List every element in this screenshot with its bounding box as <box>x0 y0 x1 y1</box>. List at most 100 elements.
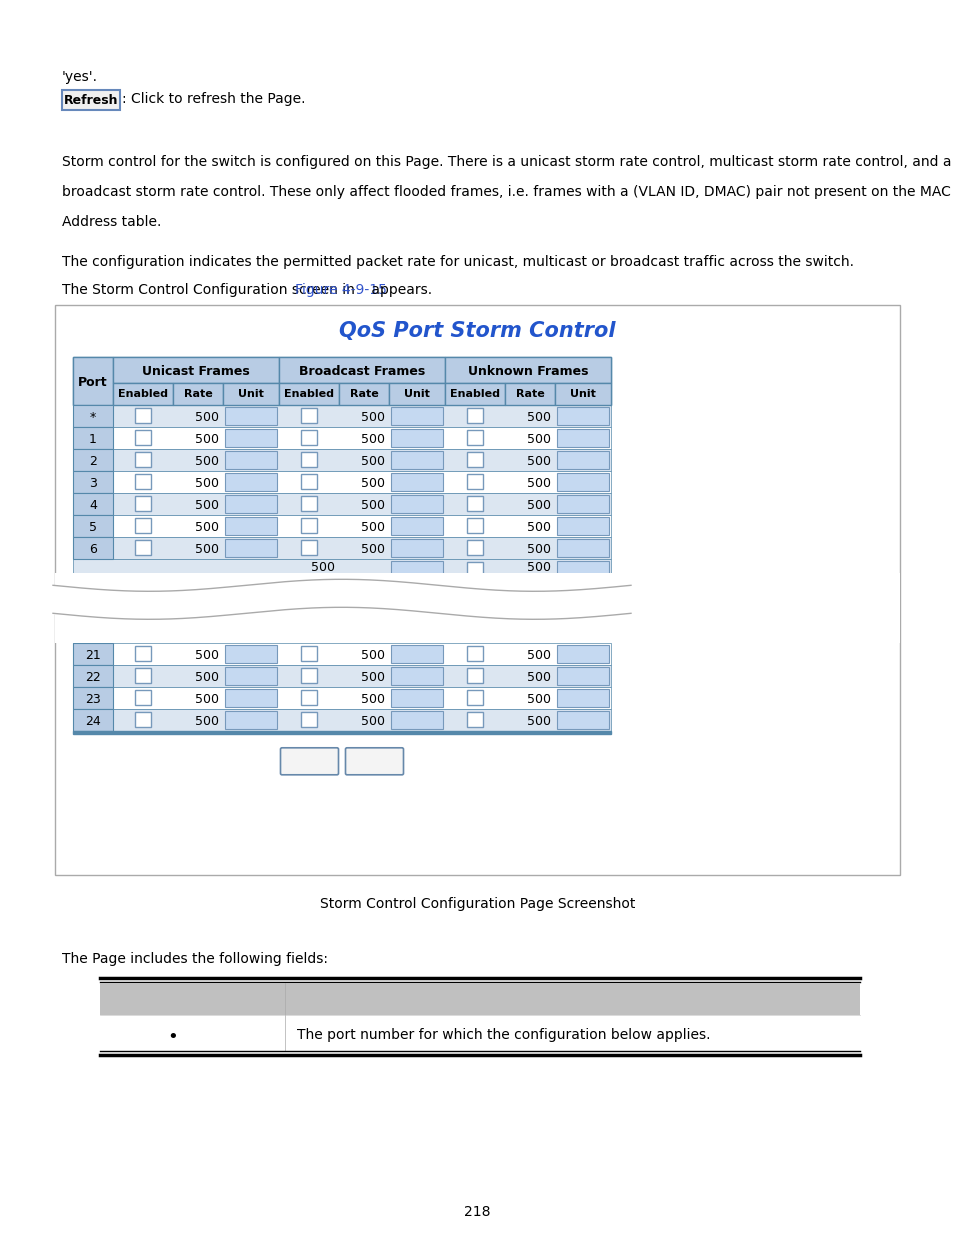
Text: The Page includes the following fields:: The Page includes the following fields: <box>62 952 328 966</box>
Text: kbps: kbps <box>229 499 253 509</box>
Text: v: v <box>435 522 440 531</box>
FancyBboxPatch shape <box>345 748 403 774</box>
Bar <box>278 357 444 383</box>
Text: 500: 500 <box>360 650 385 662</box>
Bar <box>467 668 482 683</box>
Bar <box>112 357 278 383</box>
Text: Rate: Rate <box>183 389 213 399</box>
Bar <box>467 713 482 727</box>
Text: kbps: kbps <box>560 543 585 553</box>
Bar <box>73 427 112 450</box>
Bar <box>135 690 151 705</box>
Text: kbps: kbps <box>395 521 419 531</box>
Text: 500: 500 <box>360 477 385 490</box>
Text: 500: 500 <box>360 411 385 424</box>
Bar <box>73 666 610 688</box>
Text: 500: 500 <box>526 715 551 729</box>
Bar <box>135 452 151 467</box>
Text: The configuration indicates the permitted packet rate for unicast, multicast or : The configuration indicates the permitte… <box>62 254 853 269</box>
Text: kbps: kbps <box>560 715 585 725</box>
Text: 'yes'.: 'yes'. <box>62 70 98 84</box>
Bar <box>135 713 151 727</box>
Bar <box>73 471 112 493</box>
Text: kbps: kbps <box>560 564 585 576</box>
Bar <box>135 540 151 555</box>
Bar <box>391 408 442 425</box>
Bar <box>391 495 442 513</box>
Text: v: v <box>600 433 606 443</box>
Text: Broadcast Frames: Broadcast Frames <box>298 366 425 378</box>
Bar <box>225 538 276 557</box>
Bar <box>278 383 338 405</box>
Bar <box>391 561 442 579</box>
Text: kbps: kbps <box>560 672 585 682</box>
Bar <box>389 383 444 405</box>
Text: Storm Control Configuration Page Screenshot: Storm Control Configuration Page Screens… <box>319 897 635 911</box>
Bar <box>73 688 112 709</box>
Bar <box>225 646 276 663</box>
Text: v: v <box>600 478 606 487</box>
Text: kbps: kbps <box>395 433 419 443</box>
Text: kbps: kbps <box>395 499 419 509</box>
Text: 500: 500 <box>194 454 219 468</box>
Bar <box>135 430 151 445</box>
Text: v: v <box>435 412 440 421</box>
Text: kbps: kbps <box>560 477 585 487</box>
Bar <box>301 646 316 661</box>
Bar <box>73 731 610 735</box>
Text: kbps: kbps <box>229 672 253 682</box>
Text: kbps: kbps <box>395 693 419 703</box>
Text: <All>: <All> <box>229 411 259 421</box>
Text: v: v <box>269 433 274 443</box>
Bar <box>301 496 316 511</box>
Text: Unit: Unit <box>404 389 430 399</box>
Text: v: v <box>600 543 606 553</box>
Text: 1: 1 <box>89 433 97 446</box>
Bar <box>557 667 608 685</box>
Text: 500: 500 <box>360 433 385 446</box>
Bar <box>73 493 610 515</box>
Bar <box>467 646 482 661</box>
Bar <box>73 471 610 493</box>
Text: v: v <box>600 694 606 703</box>
Text: kbps: kbps <box>395 650 419 659</box>
Text: <All>: <All> <box>395 411 425 421</box>
Bar <box>391 473 442 492</box>
Bar <box>557 517 608 535</box>
Bar <box>557 408 608 425</box>
Bar <box>444 383 504 405</box>
Text: kbps: kbps <box>560 499 585 509</box>
Text: v: v <box>269 478 274 487</box>
Bar <box>73 515 610 537</box>
Bar <box>73 666 112 688</box>
Bar <box>73 450 610 471</box>
Bar <box>391 689 442 708</box>
Bar <box>135 496 151 511</box>
Text: v: v <box>600 500 606 509</box>
Text: 500: 500 <box>526 543 551 556</box>
Text: v: v <box>435 433 440 443</box>
Text: kbps: kbps <box>229 521 253 531</box>
Bar <box>135 474 151 489</box>
Text: kbps: kbps <box>395 672 419 682</box>
Text: kbps: kbps <box>560 693 585 703</box>
Text: 500: 500 <box>194 411 219 424</box>
Text: v: v <box>435 694 440 703</box>
Text: Refresh: Refresh <box>64 94 118 107</box>
Text: Address table.: Address table. <box>62 215 161 228</box>
Text: Enabled: Enabled <box>284 389 334 399</box>
Text: 500: 500 <box>526 650 551 662</box>
Bar <box>73 537 610 559</box>
Text: kbps: kbps <box>229 715 253 725</box>
Text: kbps: kbps <box>229 433 253 443</box>
Text: kbps: kbps <box>560 454 585 466</box>
Text: kbps: kbps <box>395 477 419 487</box>
Bar <box>301 408 316 424</box>
Text: 500: 500 <box>194 650 219 662</box>
Bar <box>73 405 610 427</box>
Bar <box>225 408 276 425</box>
Text: Unit: Unit <box>238 389 264 399</box>
Text: kbps: kbps <box>560 650 585 659</box>
Bar <box>55 573 899 643</box>
Bar <box>73 643 112 666</box>
